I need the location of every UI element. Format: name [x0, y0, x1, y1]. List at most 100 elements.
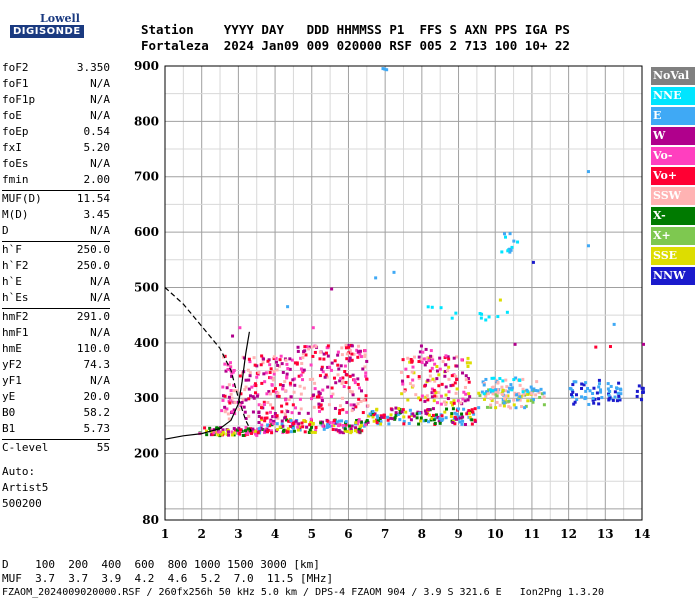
- echo-point: [420, 357, 424, 361]
- echo-point: [521, 390, 525, 394]
- param-row: yE 20.0: [2, 389, 110, 405]
- echo-point: [424, 347, 428, 351]
- y-tick-label: 200: [134, 447, 159, 461]
- echo-point: [360, 429, 364, 433]
- echo-point: [246, 368, 250, 372]
- echo-point: [299, 356, 303, 360]
- echo-point: [501, 379, 505, 383]
- echo-point: [277, 394, 281, 398]
- echo-point: [311, 354, 315, 358]
- echo-point: [259, 416, 263, 420]
- echo-point: [526, 399, 530, 403]
- echo-point: [272, 419, 276, 423]
- echo-point: [607, 397, 611, 401]
- echo-point: [318, 357, 322, 361]
- echo-point: [640, 397, 644, 401]
- echo-point: [500, 392, 504, 396]
- echo-point: [296, 428, 300, 432]
- echo-point: [228, 401, 232, 405]
- echo-point: [470, 408, 474, 412]
- echo-point: [296, 425, 300, 429]
- echo-point: [512, 239, 516, 243]
- echo-point: [491, 389, 495, 393]
- muf-curve-line: [164, 287, 252, 432]
- echo-point: [275, 422, 279, 426]
- echo-point: [387, 422, 391, 426]
- echo-point: [502, 404, 506, 408]
- echo-point: [485, 405, 489, 409]
- echo-point: [307, 347, 311, 351]
- echo-point: [342, 385, 346, 389]
- echo-point: [339, 430, 343, 434]
- echo-point: [411, 365, 415, 369]
- param-row: fmin 2.00: [2, 172, 110, 188]
- echo-point: [484, 390, 488, 394]
- echo-point: [253, 382, 257, 386]
- echo-point: [244, 385, 248, 389]
- echo-point: [311, 421, 315, 425]
- echo-point: [243, 410, 247, 414]
- echo-point: [617, 381, 621, 385]
- echo-point: [453, 422, 457, 426]
- echo-point: [340, 381, 344, 385]
- echo-point: [534, 389, 538, 393]
- echo-point: [296, 349, 300, 353]
- echo-point: [271, 422, 275, 426]
- echo-point: [341, 380, 345, 384]
- echo-point: [500, 385, 504, 389]
- echo-point: [360, 389, 364, 393]
- echo-point: [288, 357, 292, 361]
- echo-point: [570, 395, 574, 399]
- y-tick-label: 300: [134, 391, 159, 405]
- echo-point: [419, 416, 423, 420]
- echo-point: [574, 393, 578, 397]
- echo-point: [301, 352, 305, 356]
- echo-point: [495, 400, 499, 404]
- param-value: 3.45: [83, 208, 111, 221]
- echo-point: [358, 349, 362, 353]
- echo-point: [288, 381, 292, 385]
- echo-point: [268, 424, 272, 428]
- echo-point: [321, 388, 325, 392]
- echo-point: [427, 413, 431, 417]
- param-name: yF1: [2, 374, 22, 387]
- echo-point: [488, 388, 492, 392]
- echo-point: [512, 398, 516, 402]
- echo-point: [542, 395, 546, 399]
- echo-point: [463, 422, 467, 426]
- echo-point: [365, 419, 369, 423]
- echo-point: [320, 399, 324, 403]
- echo-point: [575, 397, 579, 401]
- echo-point: [615, 387, 619, 391]
- echo-point: [301, 356, 305, 360]
- echo-point: [233, 401, 237, 405]
- auto-label: Auto:: [2, 465, 36, 478]
- echo-point: [394, 413, 398, 417]
- echo-point: [461, 371, 465, 375]
- echo-point: [508, 250, 512, 254]
- echo-point: [281, 387, 285, 391]
- echo-point: [344, 346, 348, 350]
- echo-point: [502, 232, 506, 236]
- echo-point: [458, 420, 462, 424]
- echo-point: [326, 344, 330, 348]
- echo-point: [534, 393, 538, 397]
- echo-point: [325, 346, 329, 350]
- echo-point: [599, 388, 603, 392]
- param-name: C-level: [2, 441, 49, 454]
- echo-point: [606, 382, 610, 386]
- echo-point: [232, 383, 236, 387]
- echo-point: [642, 342, 645, 346]
- echo-point: [334, 381, 338, 385]
- echo-point: [292, 390, 296, 394]
- echo-point: [257, 403, 261, 407]
- echo-point: [352, 352, 356, 356]
- echo-point: [376, 416, 380, 420]
- echo-point: [284, 358, 288, 362]
- echo-point: [473, 418, 477, 422]
- echo-point: [254, 384, 258, 388]
- echo-point: [428, 374, 432, 378]
- echo-point: [466, 398, 470, 402]
- echo-point: [375, 414, 379, 418]
